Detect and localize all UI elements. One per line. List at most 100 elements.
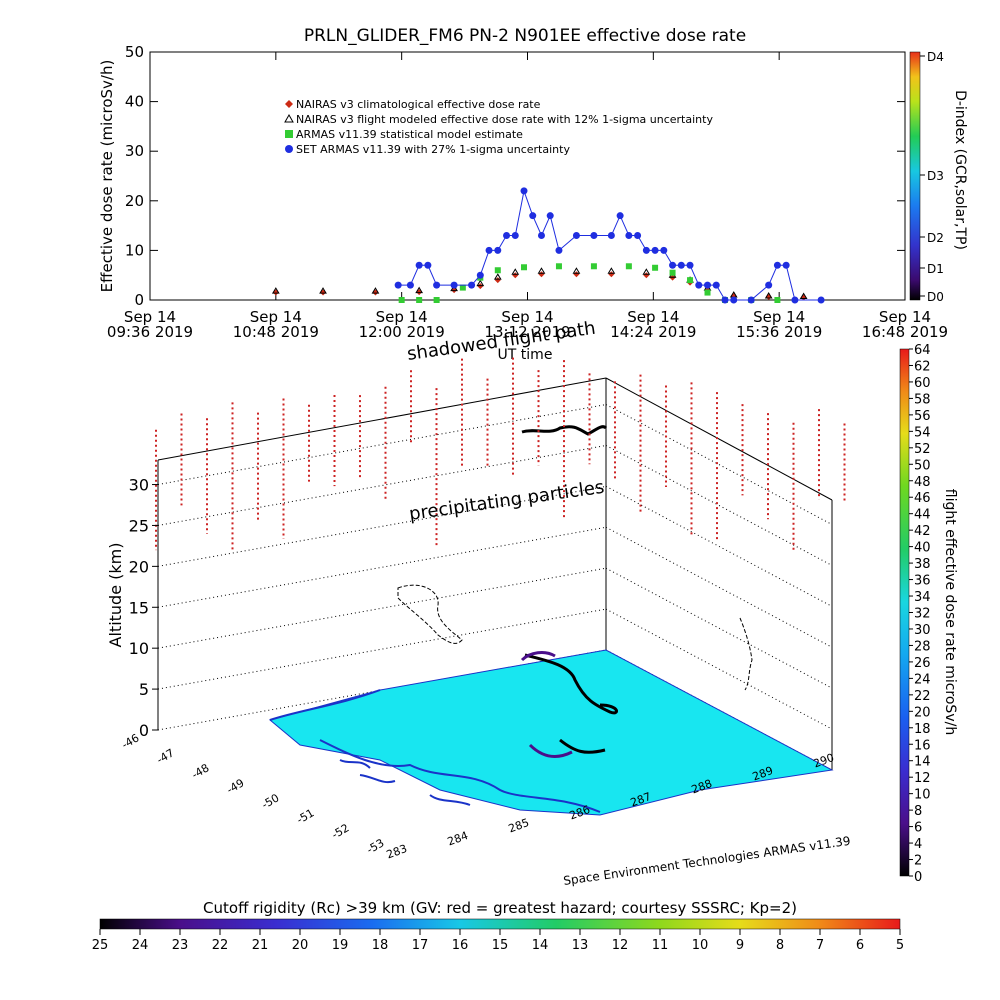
data-point bbox=[782, 261, 790, 269]
x-tick-label-time: 15:36 2019 bbox=[736, 323, 822, 341]
longitude-tick-label: 285 bbox=[507, 816, 531, 835]
data-point bbox=[607, 232, 615, 240]
d-index-tick-label: D2 bbox=[927, 231, 944, 245]
rigidity-tick-label: 15 bbox=[492, 938, 509, 953]
x-tick-label-date: Sep 14 bbox=[250, 308, 302, 326]
rigidity-tick-label: 24 bbox=[132, 938, 149, 953]
dose-tick-label: 50 bbox=[914, 458, 931, 473]
legend-label: ARMAS v11.39 statistical model estimate bbox=[296, 128, 523, 141]
latitude-tick-label: -50 bbox=[259, 791, 281, 811]
data-point bbox=[651, 246, 659, 254]
data-point bbox=[485, 246, 493, 254]
rigidity-tick-label: 17 bbox=[412, 938, 429, 953]
data-point bbox=[572, 267, 581, 274]
legend-marker bbox=[285, 130, 293, 138]
y-tick-label: 0 bbox=[134, 291, 144, 309]
rigidity-colorbar bbox=[99, 918, 901, 930]
data-point bbox=[494, 277, 501, 284]
data-point bbox=[406, 281, 414, 289]
data-point bbox=[669, 269, 676, 276]
data-point bbox=[537, 232, 545, 240]
data-point bbox=[433, 281, 441, 289]
rigidity-tick-label: 19 bbox=[332, 938, 349, 953]
credit-label: Space Environment Technologies ARMAS v11… bbox=[562, 834, 851, 888]
legend-marker bbox=[285, 145, 293, 153]
data-point bbox=[695, 281, 703, 289]
data-point bbox=[538, 271, 545, 278]
series-4 bbox=[394, 187, 825, 304]
rigidity-tick-label: 16 bbox=[452, 938, 469, 953]
y-tick-label: 50 bbox=[125, 43, 144, 61]
data-point bbox=[669, 261, 677, 269]
rigidity-label: Cutoff rigidity (Rc) >39 km (GV: red = g… bbox=[203, 899, 797, 917]
data-point bbox=[704, 281, 712, 289]
data-point bbox=[450, 281, 458, 289]
data-point bbox=[590, 232, 598, 240]
dose-rate-colorbar-label: flight effective dose rate microSv/h bbox=[942, 489, 958, 735]
latitude-tick-label: -52 bbox=[329, 821, 351, 841]
latitude-tick-label: -53 bbox=[364, 836, 386, 856]
data-point bbox=[415, 261, 423, 269]
x-tick-label-date: Sep 14 bbox=[753, 308, 805, 326]
data-point bbox=[511, 232, 519, 240]
dose-tick-label: 30 bbox=[914, 623, 931, 638]
dose-tick-label: 20 bbox=[914, 705, 931, 720]
dose-tick-label: 32 bbox=[914, 607, 931, 622]
data-point bbox=[555, 246, 563, 254]
rigidity-tick-label: 13 bbox=[572, 938, 589, 953]
data-point bbox=[625, 263, 632, 270]
dose-tick-label: 0 bbox=[914, 870, 922, 885]
d-index-tick-label: D3 bbox=[927, 169, 944, 183]
z-tick-label: 25 bbox=[129, 516, 149, 535]
top-chart-title: PRLN_GLIDER_FM6 PN-2 N901EE effective do… bbox=[304, 26, 746, 46]
x-tick-label-time: 12:00 2019 bbox=[359, 323, 445, 341]
rigidity-ticks: 25 24 23 22 21 20 19 18 17 16 15 14 13 12 11 10 9 8 7 6 5 bbox=[92, 929, 904, 953]
flight-path-surface-purple bbox=[520, 651, 573, 758]
dose-tick-label: 58 bbox=[914, 392, 931, 407]
data-point bbox=[424, 261, 432, 269]
rigidity-tick-label: 21 bbox=[252, 938, 269, 953]
data-point bbox=[799, 292, 808, 300]
data-point bbox=[271, 287, 280, 294]
data-point bbox=[416, 297, 423, 303]
data-point bbox=[476, 271, 484, 279]
series-2 bbox=[271, 267, 808, 300]
data-point bbox=[774, 297, 781, 303]
data-point bbox=[476, 279, 485, 287]
data-point bbox=[520, 187, 528, 195]
dose-tick-label: 46 bbox=[914, 491, 931, 506]
dose-tick-label: 10 bbox=[914, 788, 931, 803]
x-tick-label-date: Sep 14 bbox=[376, 308, 428, 326]
dose-tick-label: 42 bbox=[914, 524, 931, 539]
z-tick-label: 5 bbox=[139, 680, 149, 699]
latitude-tick-label: -47 bbox=[154, 746, 176, 766]
dose-tick-label: 14 bbox=[914, 755, 931, 770]
coastline-outline-dashed-east bbox=[739, 617, 753, 691]
rigidity-tick-label: 6 bbox=[856, 938, 864, 953]
d-index-tick-label: D4 bbox=[927, 50, 944, 64]
z-tick-label: 0 bbox=[139, 721, 149, 740]
data-point bbox=[677, 261, 685, 269]
data-point bbox=[817, 296, 825, 304]
legend-label: NAIRAS v3 flight modeled effective dose … bbox=[296, 113, 713, 126]
dose-tick-label: 8 bbox=[914, 804, 922, 819]
data-point bbox=[521, 264, 528, 271]
rigidity-tick-label: 8 bbox=[776, 938, 784, 953]
y-tick-label: 20 bbox=[125, 192, 144, 210]
dose-tick-label: 62 bbox=[914, 359, 931, 374]
data-point bbox=[791, 296, 799, 304]
x-tick-label-time: 14:24 2019 bbox=[610, 323, 696, 341]
d-index-colorbar bbox=[909, 51, 921, 301]
top-y-axis-label: Effective dose rate (microSv/h) bbox=[98, 60, 116, 293]
dose-tick-label: 2 bbox=[914, 854, 922, 869]
gridline-back-right bbox=[605, 485, 833, 607]
plot3d-z-axis-label: Altitude (km) bbox=[106, 543, 125, 648]
dose-tick-label: 34 bbox=[914, 590, 931, 605]
data-point bbox=[546, 212, 554, 220]
legend-label: SET ARMAS v11.39 with 27% 1-sigma uncert… bbox=[296, 143, 570, 156]
data-point bbox=[555, 263, 562, 270]
data-point bbox=[747, 296, 755, 304]
data-point bbox=[712, 281, 720, 289]
